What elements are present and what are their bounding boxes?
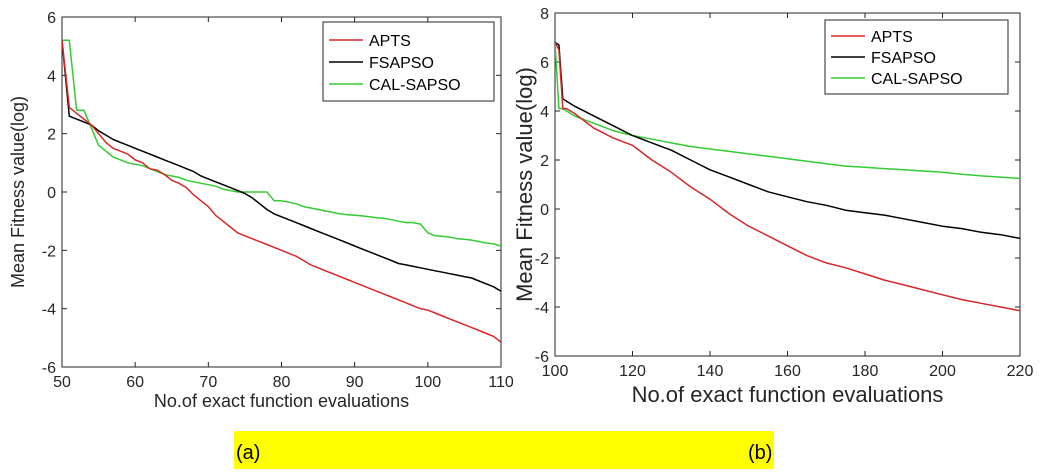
series-line-cal-sapso (555, 42, 1020, 180)
x-axis-label: No.of exact function evaluations (632, 382, 944, 407)
legend-label-apts: APTS (871, 29, 913, 46)
x-tick-label: 200 (929, 363, 956, 380)
y-tick-label: 2 (540, 153, 549, 170)
y-tick-label: 0 (540, 202, 549, 219)
legend-label-fsapso: FSAPSO (369, 55, 434, 72)
x-tick-label: 100 (542, 363, 569, 380)
series-line-cal-sapso (62, 39, 501, 247)
y-tick-label: 4 (47, 68, 56, 85)
y-tick-label: 8 (540, 6, 549, 23)
y-axis-label: Mean Fitness value(log) (512, 67, 537, 302)
series-line-fsapso (62, 40, 501, 292)
series-line-apts (555, 42, 1020, 312)
y-axis-label: Mean Fitness value(log) (8, 96, 28, 288)
series-line-fsapso (555, 41, 1020, 240)
x-tick-label: 60 (126, 374, 144, 391)
caption-a: (a) (236, 442, 261, 464)
y-tick-label: -4 (42, 302, 56, 319)
x-tick-label: 50 (53, 374, 71, 391)
legend-label-fsapso: FSAPSO (871, 50, 936, 67)
legend: APTS FSAPSO CAL-SAPSO (322, 21, 495, 102)
y-tick-label: 0 (47, 185, 56, 202)
y-tick-label: -2 (42, 243, 56, 260)
chart-panel-b: 100 120 140 160 180 200 220 -6 -4 -2 0 2 4 6 8 No.of ex… (512, 6, 1033, 407)
y-tick-label: 6 (47, 10, 56, 27)
legend-label-cal-sapso: CAL-SAPSO (369, 77, 461, 94)
x-tick-label: 160 (774, 363, 801, 380)
x-tick-label: 120 (619, 363, 646, 380)
x-tick-label: 80 (273, 374, 291, 391)
x-axis-label: No.of exact function evaluations (154, 391, 409, 411)
x-tick-label: 180 (852, 363, 879, 380)
x-tick-label: 90 (346, 374, 364, 391)
x-tick-label: 70 (199, 374, 217, 391)
caption-b: (b) (748, 442, 773, 464)
x-tick-label: 100 (414, 374, 441, 391)
y-tick-label: -6 (535, 349, 549, 366)
y-tick-label: 2 (47, 127, 56, 144)
y-tick-label: 4 (540, 104, 549, 121)
legend: APTS FSAPSO CAL-SAPSO (824, 19, 1009, 95)
x-tick-label: 220 (1007, 363, 1034, 380)
y-tick-label: -2 (535, 251, 549, 268)
x-tick-label: 140 (697, 363, 724, 380)
caption-highlight-bar (234, 431, 774, 469)
y-tick-label: 6 (540, 55, 549, 72)
legend-label-cal-sapso: CAL-SAPSO (871, 71, 963, 88)
y-tick-label: -4 (535, 300, 549, 317)
series-line-apts (62, 40, 501, 343)
y-tick-label: -6 (42, 360, 56, 377)
chart-panel-a: 50 60 70 80 90 100 110 -6 -4 -2 0 2 4 6 No.of exact fu… (8, 10, 514, 411)
legend-label-apts: APTS (369, 33, 411, 50)
x-tick-label: 110 (488, 374, 514, 391)
